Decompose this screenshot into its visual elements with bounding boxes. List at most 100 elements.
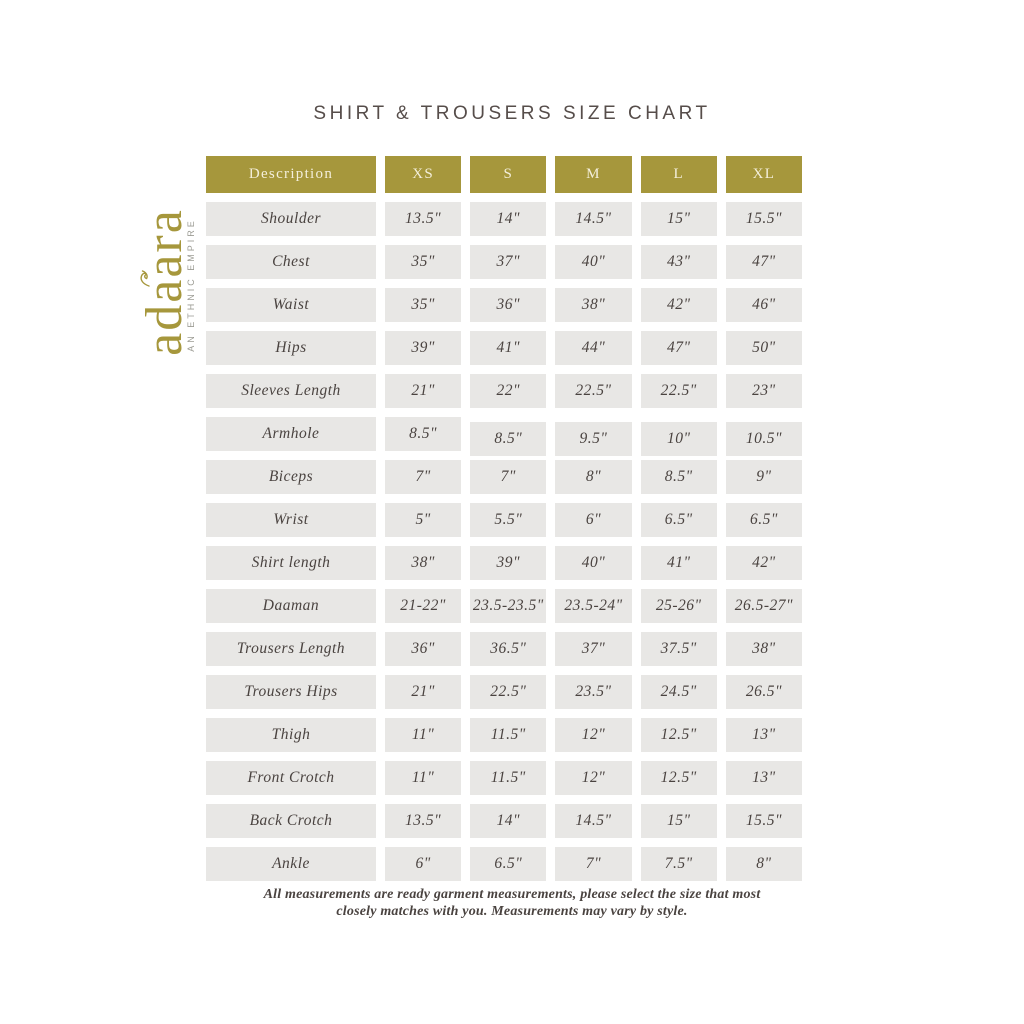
row-label: Back Crotch <box>206 804 376 838</box>
measurement-cell: 21" <box>385 675 462 709</box>
table-row: Ankle 6" 6.5" 7" 7.5" 8" <box>206 847 802 881</box>
measurement-cell: 22.5" <box>470 675 547 709</box>
page-title: SHIRT & TROUSERS SIZE CHART <box>313 103 711 124</box>
table-row: Shirt length 38" 39" 40" 41" 42" <box>206 546 802 580</box>
measurement-cell: 12" <box>555 761 632 795</box>
header-cell-size-l: L <box>640 156 717 193</box>
measurement-cell: 38" <box>385 546 462 580</box>
measurement-cell: 6" <box>385 847 462 881</box>
row-label: Thigh <box>206 718 376 752</box>
row-label: Waist <box>206 288 376 322</box>
measurement-cell: 13.5" <box>385 804 462 838</box>
row-label: Armhole <box>206 417 376 451</box>
header-cell-size-xs: XS <box>385 156 462 193</box>
measurement-cell: 50" <box>725 331 802 365</box>
measurement-cell: 23.5" <box>555 675 632 709</box>
measurement-cell: 11.5" <box>470 718 547 752</box>
measurement-cell: 35" <box>385 288 462 322</box>
table-row: Armhole 8.5" 8.5" 9.5" 10" 10.5" <box>206 417 802 456</box>
measurement-cell: 9.5" <box>555 422 632 456</box>
brand-tagline: AN ETHNIC EMPIRE <box>186 218 196 352</box>
measurement-cell: 8" <box>555 460 632 494</box>
measurement-note-line1: All measurements are ready garment measu… <box>263 887 761 902</box>
row-label: Chest <box>206 245 376 279</box>
measurement-cell: 14.5" <box>555 202 632 236</box>
measurement-cell: 5" <box>385 503 462 537</box>
measurement-cell: 46" <box>725 288 802 322</box>
row-label: Ankle <box>206 847 376 881</box>
measurement-cell: 36" <box>470 288 547 322</box>
measurement-cell: 13" <box>725 761 802 795</box>
table-row: Waist 35" 36" 38" 42" 46" <box>206 288 802 322</box>
table-row: Hips 39" 41" 44" 47" 50" <box>206 331 802 365</box>
measurement-note-line2: closely matches with you. Measurements m… <box>336 903 688 919</box>
measurement-cell: 23" <box>725 374 802 408</box>
measurement-cell: 12.5" <box>640 761 717 795</box>
table-row: Trousers Length 36" 36.5" 37" 37.5" 38" <box>206 632 802 666</box>
row-label: Shirt length <box>206 546 376 580</box>
measurement-cell: 21-22" <box>385 589 462 623</box>
measurement-cell: 9" <box>725 460 802 494</box>
table-row: Wrist 5" 5.5" 6" 6.5" 6.5" <box>206 503 802 537</box>
measurement-cell: 22" <box>470 374 547 408</box>
table-row: Daaman 21-22" 23.5-23.5" 23.5-24" 25-26" 26.5… <box>206 589 802 623</box>
table-row: Trousers Hips 21" 22.5" 23.5" 24.5" 26.5" <box>206 675 802 709</box>
measurement-cell: 11" <box>385 718 462 752</box>
measurement-cell: 12.5" <box>640 718 717 752</box>
table-header-row: Description XS S M L XL <box>206 156 802 193</box>
table-row: Front Crotch 11" 11.5" 12" 12.5" 13" <box>206 761 802 795</box>
measurement-cell: 23.5-24" <box>555 589 632 623</box>
measurement-cell: 22.5" <box>555 374 632 408</box>
measurement-cell: 10.5" <box>725 422 802 456</box>
header-cell-description: Description <box>206 156 376 193</box>
table-row: Back Crotch 13.5" 14" 14.5" 15" 15.5" <box>206 804 802 838</box>
measurement-cell: 41" <box>470 331 547 365</box>
table-row: Sleeves Length 21" 22" 22.5" 22.5" 23" <box>206 374 802 408</box>
logo-ornament-icon <box>138 270 152 288</box>
measurement-cell: 15.5" <box>725 202 802 236</box>
measurement-cell: 14" <box>470 202 547 236</box>
row-label: Biceps <box>206 460 376 494</box>
measurement-cell: 42" <box>725 546 802 580</box>
row-label: Trousers Length <box>206 632 376 666</box>
header-cell-size-s: S <box>470 156 547 193</box>
row-label: Wrist <box>206 503 376 537</box>
table-row: Shoulder 13.5" 14" 14.5" 15" 15.5" <box>206 202 802 236</box>
measurement-cell: 36" <box>385 632 462 666</box>
measurement-cell: 47" <box>725 245 802 279</box>
measurement-cell: 8.5" <box>385 417 462 451</box>
header-cell-size-xl: XL <box>725 156 802 193</box>
measurement-cell: 23.5-23.5" <box>470 589 547 623</box>
measurement-cell: 13.5" <box>385 202 462 236</box>
measurement-cell: 41" <box>640 546 717 580</box>
measurement-cell: 24.5" <box>640 675 717 709</box>
measurement-cell: 8.5" <box>640 460 717 494</box>
measurement-cell: 37" <box>555 632 632 666</box>
row-label: Daaman <box>206 589 376 623</box>
measurement-note: All measurements are ready garment measu… <box>0 887 1024 920</box>
measurement-cell: 15.5" <box>725 804 802 838</box>
table-row: Biceps 7" 7" 8" 8.5" 9" <box>206 460 802 494</box>
measurement-cell: 6.5" <box>640 503 717 537</box>
measurement-cell: 26.5-27" <box>725 589 802 623</box>
measurement-cell: 11" <box>385 761 462 795</box>
measurement-cell: 22.5" <box>640 374 717 408</box>
measurement-cell: 38" <box>555 288 632 322</box>
measurement-cell: 35" <box>385 245 462 279</box>
row-label: Trousers Hips <box>206 675 376 709</box>
measurement-cell: 26.5" <box>725 675 802 709</box>
measurement-cell: 44" <box>555 331 632 365</box>
measurement-cell: 6.5" <box>470 847 547 881</box>
row-label: Hips <box>206 331 376 365</box>
measurement-cell: 15" <box>640 804 717 838</box>
measurement-cell: 36.5" <box>470 632 547 666</box>
measurement-cell: 7.5" <box>640 847 717 881</box>
measurement-cell: 14" <box>470 804 547 838</box>
measurement-cell: 8.5" <box>470 422 547 456</box>
measurement-cell: 10" <box>640 422 717 456</box>
table-row: Thigh 11" 11.5" 12" 12.5" 13" <box>206 718 802 752</box>
measurement-cell: 7" <box>555 847 632 881</box>
measurement-cell: 6.5" <box>725 503 802 537</box>
measurement-cell: 43" <box>640 245 717 279</box>
measurement-cell: 12" <box>555 718 632 752</box>
